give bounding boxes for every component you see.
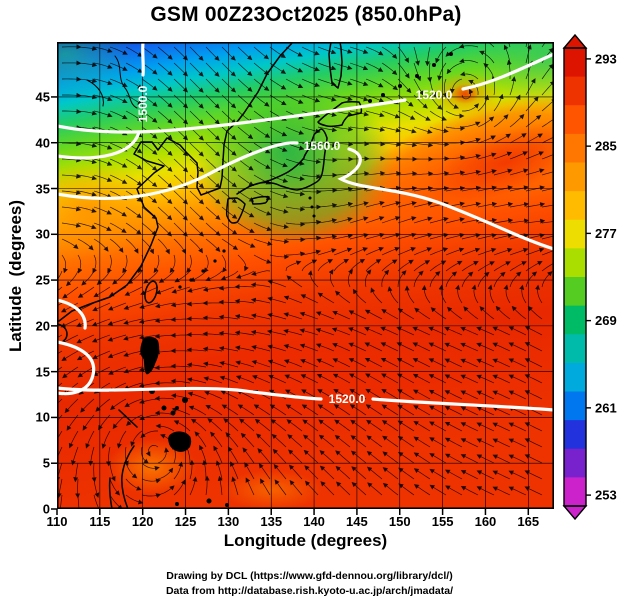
height-contours (57, 42, 554, 412)
x-tick-label: 125 (174, 514, 197, 529)
x-tick-label: 160 (474, 514, 497, 529)
colorbar-tick-label: 293 (595, 51, 617, 66)
colorbar-tick-label: 253 (595, 488, 617, 503)
coast-borneo-2 (108, 477, 113, 509)
y-tick-label: 45 (35, 89, 50, 105)
x-tick-labels: 110 115 120 125 130 135 140 145 150 155 160 165 (0, 514, 619, 530)
credit-line-1: Drawing by DCL (https://www.gfd-dennou.o… (166, 570, 453, 582)
moluccas-islands (175, 498, 229, 507)
coast-borneo (121, 445, 135, 509)
x-tick-label: 135 (260, 514, 283, 529)
colorbar-tick-label: 285 (595, 139, 617, 154)
x-tick-label: 140 (303, 514, 325, 529)
y-tick-label: 15 (35, 364, 50, 380)
map-plot: 1500.0 1520.0 1560.0 1520.0 (51, 42, 554, 515)
x-tick-label: 145 (346, 514, 368, 529)
coast-kyushu (225, 197, 246, 224)
coast-continent (58, 42, 294, 322)
x-tick-label: 155 (431, 514, 454, 529)
y-tick-label: 35 (35, 181, 50, 196)
river-squiggle-1 (114, 55, 138, 109)
y-tick-label: 40 (35, 135, 50, 151)
y-tick-label: 0 (42, 501, 50, 517)
river-squiggle-2 (86, 79, 104, 107)
x-tick-label: 115 (89, 514, 111, 529)
plot-frame (57, 42, 554, 509)
y-tick-label: 30 (35, 226, 50, 242)
y-tick-label: 20 (35, 318, 50, 334)
colorbar-tick-label: 269 (595, 313, 617, 328)
contour-label-1520-north: 1520.0 (416, 88, 453, 102)
coast-luzon (140, 336, 160, 375)
x-tick-label: 165 (517, 514, 540, 529)
x-tick-label: 120 (131, 514, 154, 529)
credits: Drawing by DCL (https://www.gfd-dennou.o… (0, 569, 619, 598)
contour-labels: 1500.0 1520.0 1560.0 1520.0 (136, 85, 453, 406)
colorbar-tick-label: 277 (595, 226, 617, 241)
x-tick-label: 110 (46, 514, 68, 529)
y-tick-labels: 0 5 10 15 20 25 30 35 40 45 (0, 0, 50, 605)
y-tick-label: 25 (35, 272, 50, 288)
coast-honshu (236, 128, 328, 195)
colorbar: 293 285 277 269 261 253 (562, 33, 617, 521)
colorbar-tick-label: 261 (595, 400, 617, 415)
y-tick-label: 10 (35, 409, 50, 425)
coast-sakhalin (328, 42, 343, 89)
axis-tick-marks (51, 96, 530, 515)
x-axis-title: Longitude (degrees) (223, 531, 388, 550)
y-tick-label: 5 (42, 455, 50, 471)
chart-title: GSM 00Z23Oct2025 (850.0hPa) (150, 3, 462, 26)
credit-line-2: Data from http://database.rish.kyoto-u.a… (165, 584, 454, 597)
izu-islands (308, 196, 316, 218)
coast-palawan (118, 409, 138, 428)
x-tick-label: 130 (217, 514, 240, 529)
x-tick-label: 150 (388, 514, 411, 529)
contour-label-1500: 1500.0 (136, 85, 150, 122)
contour-label-1560: 1560.0 (304, 139, 341, 153)
contour-label-1520-south: 1520.0 (329, 392, 366, 406)
